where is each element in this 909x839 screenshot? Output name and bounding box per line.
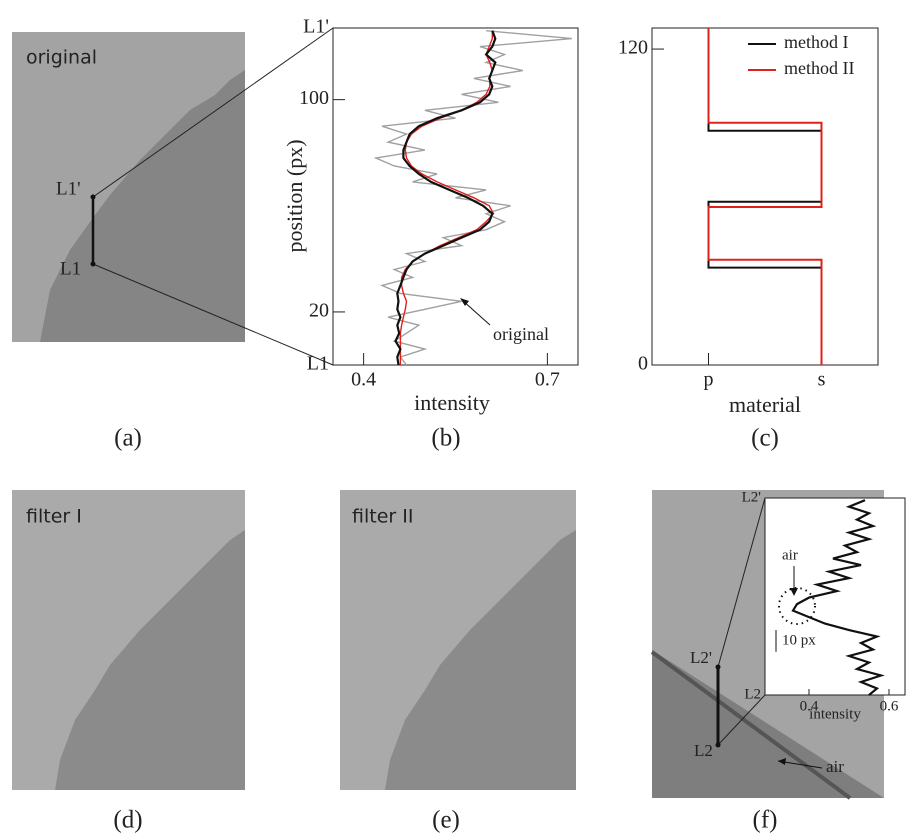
- legend-label: method I: [784, 32, 849, 52]
- image-e-region: [385, 530, 576, 790]
- marker-dot: [90, 261, 96, 267]
- profile-line: [373, 30, 572, 366]
- arrow-head: [790, 588, 798, 596]
- connector: [717, 497, 766, 668]
- image-f-edge: [650, 650, 852, 800]
- y-tick-label: 0: [638, 353, 648, 375]
- plot-frame: [764, 497, 906, 696]
- y-tick-label: L1': [303, 16, 329, 38]
- y-tick-label: 100: [299, 87, 329, 109]
- highlight-circle: [778, 587, 816, 625]
- arrow-head: [460, 298, 469, 306]
- caption: (b): [431, 425, 460, 452]
- marker-label: L1': [56, 178, 81, 199]
- x-tick-label: 0.4: [351, 369, 376, 391]
- profile-line: [399, 30, 495, 365]
- connector: [92, 27, 334, 198]
- plot-frame: [332, 27, 579, 366]
- y-tick-label: L2: [744, 686, 761, 702]
- y-tick-label: 120: [618, 37, 648, 59]
- arrow: [461, 299, 491, 326]
- image-label: filter I: [26, 506, 82, 528]
- x-tick-label: s: [818, 369, 826, 391]
- x-axis-label: intensity: [809, 706, 861, 722]
- profile-line: [791, 499, 885, 696]
- annotation: original: [493, 324, 549, 344]
- connector: [717, 694, 766, 746]
- caption: (e): [432, 807, 460, 834]
- plot-frame: [651, 27, 879, 366]
- caption: (f): [753, 807, 778, 834]
- marker-dot: [715, 664, 721, 670]
- y-tick-label: 20: [309, 300, 329, 322]
- caption: (d): [113, 807, 142, 834]
- marker-label: L2': [690, 648, 712, 667]
- image-label: original: [26, 47, 97, 69]
- image-f-region: [652, 650, 884, 798]
- legend-label: method II: [784, 58, 854, 78]
- x-tick-label: 0.6: [880, 698, 899, 714]
- y-tick-label: L1: [307, 353, 329, 375]
- x-axis-label: material: [729, 392, 801, 417]
- y-axis-label: position (px): [282, 139, 307, 252]
- step-line: [707, 28, 823, 365]
- image-label: filter II: [352, 506, 413, 528]
- annotation: air: [826, 757, 844, 776]
- inset-box: [764, 497, 906, 696]
- x-axis-label: intensity: [414, 390, 490, 415]
- x-tick-label: 0.4: [800, 698, 819, 714]
- marker-dot: [90, 194, 96, 200]
- caption: (a): [114, 425, 142, 452]
- connector: [92, 263, 334, 366]
- image-a-region: [40, 70, 245, 342]
- arrow-head: [778, 758, 786, 765]
- y-tick-label: L2': [742, 489, 762, 505]
- image-d-region: [55, 530, 245, 790]
- scale-bar-label: 10 px: [782, 632, 816, 648]
- x-tick-label: 0.7: [535, 369, 560, 391]
- marker-label: L1: [60, 258, 81, 279]
- marker-dot: [715, 742, 721, 748]
- annotation: air: [782, 547, 798, 563]
- profile-line: [394, 30, 497, 366]
- x-tick-label: p: [704, 369, 714, 391]
- caption: (c): [751, 425, 779, 452]
- step-line: [707, 28, 823, 365]
- marker-label: L2: [694, 741, 713, 760]
